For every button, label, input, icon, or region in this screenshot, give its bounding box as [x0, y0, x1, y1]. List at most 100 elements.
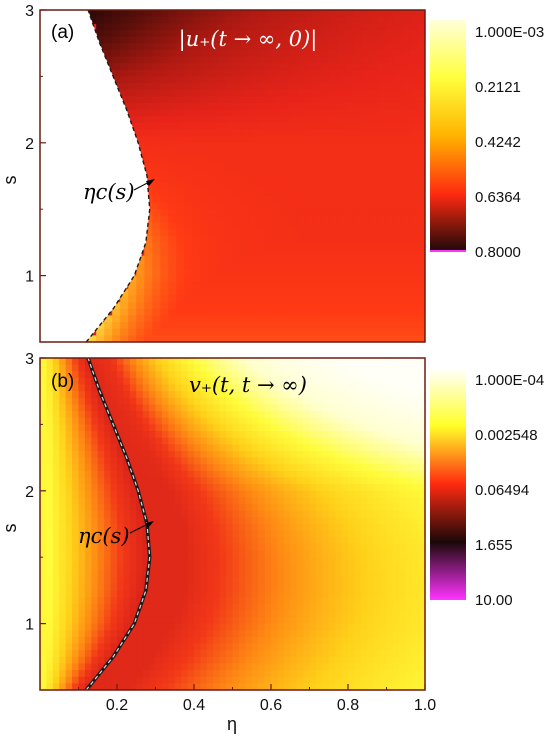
heatmap-b-cell — [149, 411, 157, 419]
heatmap-a-cell — [272, 83, 282, 91]
heatmap-b-cell — [360, 670, 368, 678]
heatmap-b-cell — [161, 371, 169, 379]
heatmap-a-cell — [272, 96, 282, 104]
heatmap-b-cell — [59, 570, 67, 578]
heatmap-b-cell — [399, 676, 407, 684]
heatmap-b-cell — [354, 470, 362, 479]
heatmap-b-cell — [232, 683, 240, 690]
heatmap-b-cell — [373, 404, 381, 412]
heatmap-b-cell — [226, 404, 234, 412]
heatmap-a-cell — [176, 202, 185, 210]
heatmap-a-cell — [240, 89, 250, 97]
heatmap-b-cell — [168, 397, 176, 406]
heatmap-b-cell — [335, 610, 343, 618]
heatmap-b-cell — [277, 630, 285, 638]
heatmap-b-cell — [296, 391, 304, 399]
heatmap-a-cell — [176, 36, 185, 44]
heatmap-a-cell — [288, 63, 298, 71]
heatmap-b-cell — [258, 517, 266, 525]
heatmap-a-cell — [312, 182, 322, 190]
heatmap-a-cell — [232, 136, 242, 144]
heatmap-a-cell — [352, 335, 362, 342]
heatmap-b-cell — [360, 570, 368, 578]
heatmap-b-cell — [129, 683, 137, 690]
heatmap-b-cell — [303, 590, 311, 598]
heatmap-b-cell — [161, 683, 169, 690]
heatmap-a-cell — [280, 189, 290, 197]
heatmap-a-cell — [328, 335, 338, 342]
heatmap-b-cell — [110, 457, 118, 465]
heatmap-b-cell — [72, 364, 80, 372]
heatmap-a-cell — [200, 23, 210, 31]
heatmap-b-cell — [187, 583, 195, 591]
heatmap-a-cell — [184, 255, 193, 263]
heatmap-b-cell — [206, 550, 214, 558]
heatmap-a-cell — [352, 195, 362, 204]
heatmap-b-cell — [78, 444, 86, 452]
heatmap-b-cell — [206, 570, 214, 578]
heatmap-a-cell — [272, 302, 282, 310]
heatmap-b-cell — [65, 464, 73, 472]
heatmap-a-cell — [232, 142, 242, 151]
heatmap-b-cell — [283, 550, 291, 558]
heatmap-a-cell — [248, 328, 258, 336]
heatmap-a-cell — [320, 36, 330, 44]
heatmap-a-cell — [200, 102, 210, 111]
heatmap-b-cell — [40, 358, 48, 366]
heatmap-a-cell — [152, 202, 161, 210]
heatmap-a-cell — [328, 102, 338, 111]
heatmap-a-cell — [264, 36, 274, 44]
heatmap-b-cell — [46, 676, 54, 684]
heatmap-b-cell — [315, 590, 323, 598]
heatmap-a-cell — [360, 235, 370, 243]
heatmap-b-cell — [290, 656, 298, 665]
heatmap-b-cell — [187, 543, 195, 552]
heatmap-b-cell — [174, 524, 182, 532]
heatmap-b-cell — [296, 517, 304, 525]
heatmap-b-cell — [136, 623, 144, 631]
heatmap-b-cell — [200, 371, 208, 379]
heatmap-b-cell — [245, 517, 253, 525]
heatmap-b-cell — [174, 364, 182, 372]
heatmap-a-cell — [208, 156, 218, 164]
heatmap-a-cell — [232, 36, 242, 44]
heatmap-a-cell — [240, 69, 250, 77]
heatmap-b-cell — [78, 557, 86, 565]
heatmap-a-cell — [408, 308, 418, 317]
heatmap-b-cell — [46, 490, 54, 499]
heatmap-a-cell — [392, 109, 402, 117]
heatmap-b-cell — [117, 517, 125, 525]
heatmap-a-cell — [392, 189, 402, 197]
heatmap-b-cell — [52, 570, 60, 578]
heatmap-a-cell — [224, 69, 234, 77]
heatmap-b-cell — [142, 603, 150, 611]
heatmap-b-cell — [187, 464, 195, 472]
heatmap-b-cell — [232, 504, 240, 512]
heatmap-b-cell — [161, 577, 169, 585]
heatmap-a-cell — [160, 116, 169, 124]
heatmap-b-cell — [84, 490, 92, 499]
heatmap-b-cell — [72, 543, 80, 552]
heatmap-b-cell — [219, 424, 227, 432]
heatmap-b-cell — [258, 464, 266, 472]
heatmap-b-cell — [84, 557, 92, 565]
heatmap-b-cell — [78, 417, 86, 425]
heatmap-a-cell — [224, 229, 234, 237]
heatmap-b-cell — [392, 630, 400, 638]
heatmap-a-cell — [344, 202, 354, 210]
heatmap-a-cell — [144, 69, 153, 77]
heatmap-b-cell — [373, 391, 381, 399]
heatmap-a-cell — [168, 176, 177, 184]
heatmap-a-cell — [320, 89, 330, 97]
heatmap-b-cell — [405, 650, 413, 658]
heatmap-b-cell — [412, 437, 420, 445]
heatmap-b-cell — [315, 643, 323, 651]
heatmap-a-cell — [136, 36, 145, 44]
heatmap-b-cell — [271, 543, 279, 552]
heatmap-b-cell — [251, 577, 259, 585]
heatmap-a-cell — [184, 222, 193, 230]
heatmap-b-cell — [399, 636, 407, 645]
heatmap-b-cell — [335, 377, 343, 386]
heatmap-b-cell — [84, 636, 92, 645]
